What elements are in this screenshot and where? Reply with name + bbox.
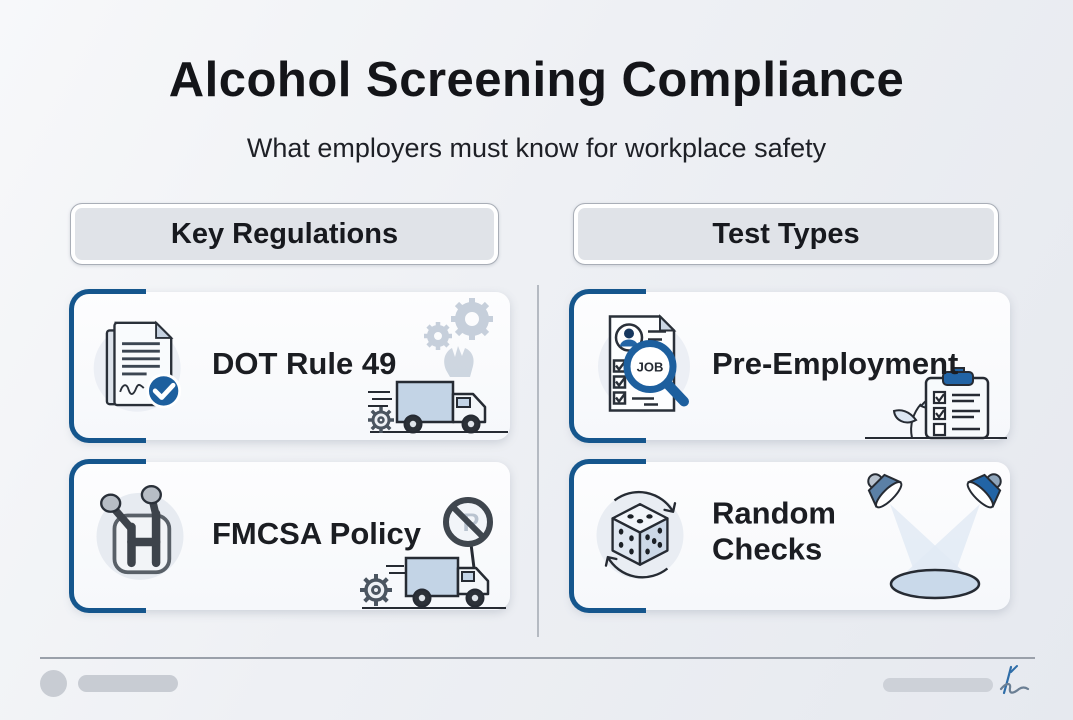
spotlight-icon [867,473,903,509]
section-header-label: Key Regulations [170,217,399,250]
spotlights-decor-icon [860,462,1010,610]
gears-fist-and-truck-decor-icon [360,292,510,440]
footer-avatar-placeholder [40,670,67,697]
page-subtitle: What employers must know for workplace s… [246,133,827,163]
document-check-icon [88,312,192,421]
column-divider [537,285,539,637]
truck-icon [360,556,490,608]
gear-icon [360,574,392,606]
job-search-magnifier-icon: JOB [588,309,698,424]
no-parking-sign-and-truck-decor-icon: P [360,462,510,610]
clipboard-and-plant-decor-icon [860,292,1010,440]
spotlight-icon [966,473,1002,509]
card-label: FMCSA Policy [212,515,421,551]
page-title: Alcohol Screening Compliance [168,53,905,107]
card-label: DOT Rule 49 [212,345,397,381]
card-label: Pre-Employment [712,345,959,381]
card-dot-rule-49: DOT Rule 49 [69,289,510,443]
card-fmcsa-policy: P [69,459,510,613]
card-pre-employment: JOB Pre-Employment [569,289,1010,443]
fist-icon [444,346,474,377]
section-header-test-types: Test Types [573,203,999,265]
truck-icon [368,380,508,434]
clipboard-checklist-icon [924,367,990,440]
section-header-key-regulations: Key Regulations [70,203,499,265]
gear-shift-icon [88,482,192,591]
gear-icon [368,407,394,433]
footer-text-placeholder-right [883,678,993,692]
dice-shuffle-icon [588,482,692,591]
gears-icon [424,298,493,350]
section-header-label: Test Types [712,217,860,250]
card-label: Random Checks [712,495,836,567]
card-random-checks: Random Checks [569,459,1010,613]
magnifier-label: JOB [637,360,664,375]
footer-divider [40,657,1035,659]
brand-logo-icon [996,662,1030,705]
footer-text-placeholder-left [78,675,178,692]
